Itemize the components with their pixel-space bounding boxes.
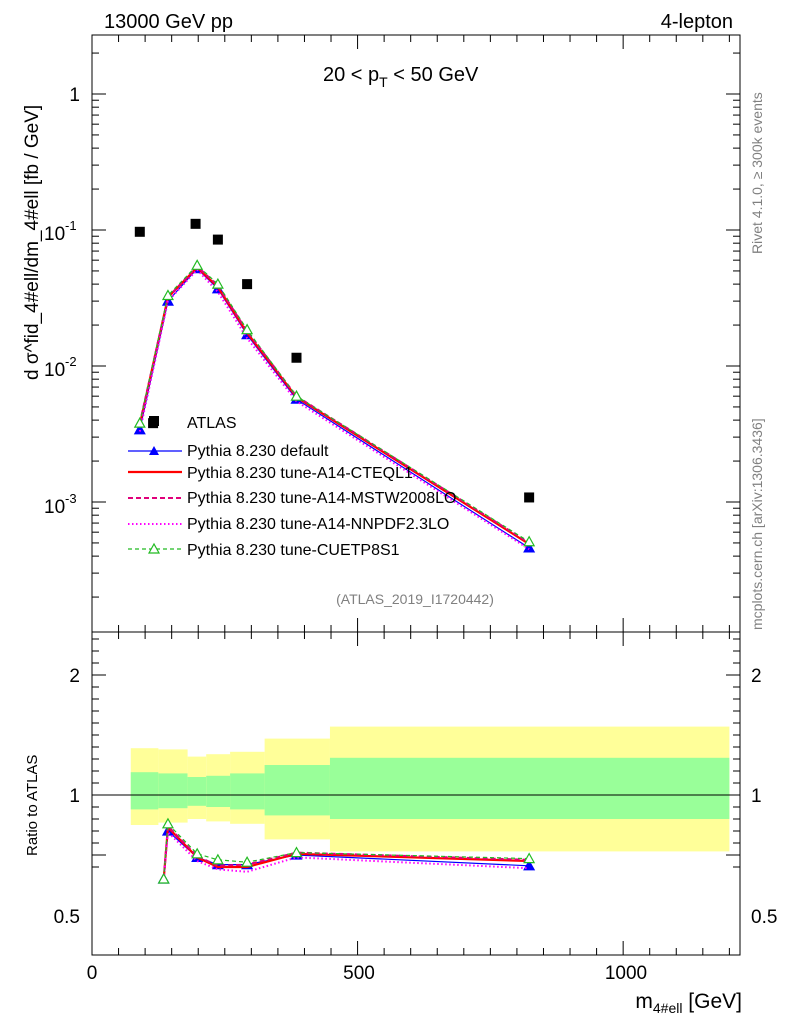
mc-line-nnpdf [138, 268, 530, 551]
mc-marker-cuetp [161, 289, 174, 301]
atlas-point [291, 352, 302, 363]
legend-marker-cuetp [147, 542, 161, 554]
mc-marker-cuetp [290, 389, 303, 401]
ratio-ytick-1: 1 [69, 786, 80, 807]
legend-label-default: Pythia 8.230 default [187, 443, 329, 460]
rivet-note: Rivet 4.1.0, ≥ 300k events [749, 92, 765, 254]
lower-ticks [91, 632, 740, 955]
uncertainty-band-inner [158, 773, 188, 809]
svg-text:-1: -1 [65, 218, 77, 233]
mc-marker-default [523, 541, 536, 553]
ytick-label-0.01: 10 -2 [44, 354, 77, 381]
ratio-marker-cuetp [157, 872, 170, 884]
lower-frame [91, 631, 741, 956]
ytick-label-0.1: 10 -1 [44, 218, 77, 245]
ytick-label-0.001: 10 -3 [44, 491, 77, 518]
ratio-marker-cuetp [161, 817, 174, 829]
analysis-watermark: (ATLAS_2019_I1720442) [336, 591, 494, 607]
svg-text:10: 10 [44, 497, 65, 518]
svg-text:-3: -3 [65, 491, 77, 506]
upper-panel: 20 < pT < 50 GeV 1 10 -1 10 -2 10 -3 d σ… [22, 34, 741, 633]
lower-panel: 2 1 0.5 2 1 0.5 0 500 1000 Ratio to ATLA… [24, 631, 777, 1016]
legend: ATLAS Pythia 8.230 default Pythia 8.230 … [128, 415, 456, 559]
header-left: 13000 GeV pp [104, 11, 233, 33]
mcplots-note: mcplots.cern.ch [arXiv:1306.3436] [749, 418, 765, 630]
ratio-ytick-1-right: 1 [751, 786, 762, 807]
ratio-ytick-2-right: 2 [751, 666, 762, 687]
legend-label-cuetp: Pythia 8.230 tune-CUETP8S1 [187, 542, 400, 559]
panel-title: 20 < pT < 50 GeV [323, 64, 479, 90]
mc-marker-cuetp [191, 259, 204, 270]
ratio-marker-cuetp [191, 847, 204, 859]
svg-text:10: 10 [44, 360, 65, 381]
uncertainty-band-inner [206, 775, 231, 807]
uncertainty-band-inner [187, 777, 207, 806]
ratio-marker-cuetp [523, 852, 536, 864]
y-axis-label: d σ^fid_4#ell/dm_4#ell [fb / GeV] [22, 105, 43, 380]
atlas-point [134, 226, 145, 237]
ratio-ytick-2: 2 [69, 666, 80, 687]
svg-text:10: 10 [44, 224, 65, 245]
ratio-marker-cuetp [211, 853, 224, 865]
svg-text:-2: -2 [65, 354, 77, 369]
atlas-point [242, 279, 253, 290]
mc-marker-cuetp [133, 416, 146, 428]
xtick-0: 0 [87, 963, 98, 984]
ytick-label-1: 1 [69, 85, 80, 106]
ratio-ytick-0.5: 0.5 [54, 907, 80, 928]
legend-marker-atlas [149, 416, 159, 426]
mc-marker-cuetp [523, 535, 536, 547]
legend-marker-default [149, 446, 159, 455]
x-axis-label: m4#ell [GeV] [635, 990, 742, 1016]
ratio-ytick-0.5-right: 0.5 [751, 907, 777, 928]
header-right: 4-lepton [661, 11, 733, 33]
atlas-point [190, 218, 201, 229]
ratio-marker-cuetp [241, 855, 254, 867]
xtick-1000: 1000 [605, 963, 647, 984]
upper-ticks [91, 35, 740, 632]
ratio-y-label: Ratio to ATLAS [24, 755, 41, 856]
atlas-point [524, 492, 535, 503]
xtick-500: 500 [343, 963, 375, 984]
legend-label-cteql1: Pythia 8.230 tune-A14-CTEQL1 [187, 465, 413, 482]
legend-label-mstw: Pythia 8.230 tune-A14-MSTW2008LO [187, 490, 456, 507]
legend-label-atlas: ATLAS [187, 415, 237, 432]
mc-marker-default [133, 423, 146, 435]
legend-label-nnpdf: Pythia 8.230 tune-A14-NNPDF2.3LO [187, 516, 449, 533]
uncertainty-band-inner [130, 772, 159, 810]
mc-marker-cuetp [211, 277, 224, 289]
ratio-marker-cuetp [290, 846, 303, 858]
atlas-point [212, 234, 223, 245]
uncertainty-band-inner [230, 773, 265, 810]
uncertainty-band-inner [264, 765, 330, 816]
mc-marker-cuetp [241, 323, 254, 335]
uncertainty-band-inner [329, 757, 730, 819]
